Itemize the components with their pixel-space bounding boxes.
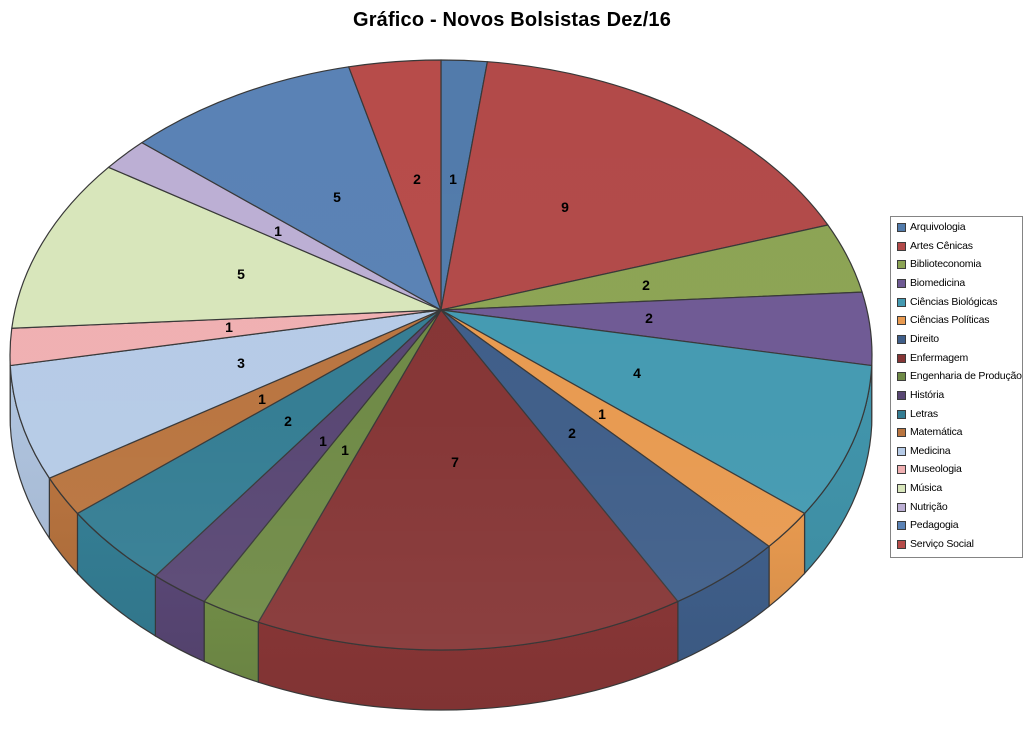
svg-text:5: 5 (333, 189, 341, 205)
svg-text:2: 2 (645, 310, 653, 326)
svg-text:2: 2 (284, 413, 292, 429)
svg-text:1: 1 (258, 391, 266, 407)
svg-text:1: 1 (225, 319, 233, 335)
svg-text:9: 9 (561, 199, 569, 215)
svg-text:1: 1 (598, 406, 606, 422)
svg-text:1: 1 (319, 433, 327, 449)
svg-text:4: 4 (633, 365, 641, 381)
svg-text:1: 1 (274, 223, 282, 239)
svg-text:5: 5 (237, 266, 245, 282)
svg-text:3: 3 (237, 355, 245, 371)
svg-text:7: 7 (451, 454, 459, 470)
svg-text:2: 2 (413, 171, 421, 187)
svg-text:2: 2 (642, 277, 650, 293)
svg-text:2: 2 (568, 425, 576, 441)
svg-text:1: 1 (449, 171, 457, 187)
svg-text:1: 1 (341, 442, 349, 458)
